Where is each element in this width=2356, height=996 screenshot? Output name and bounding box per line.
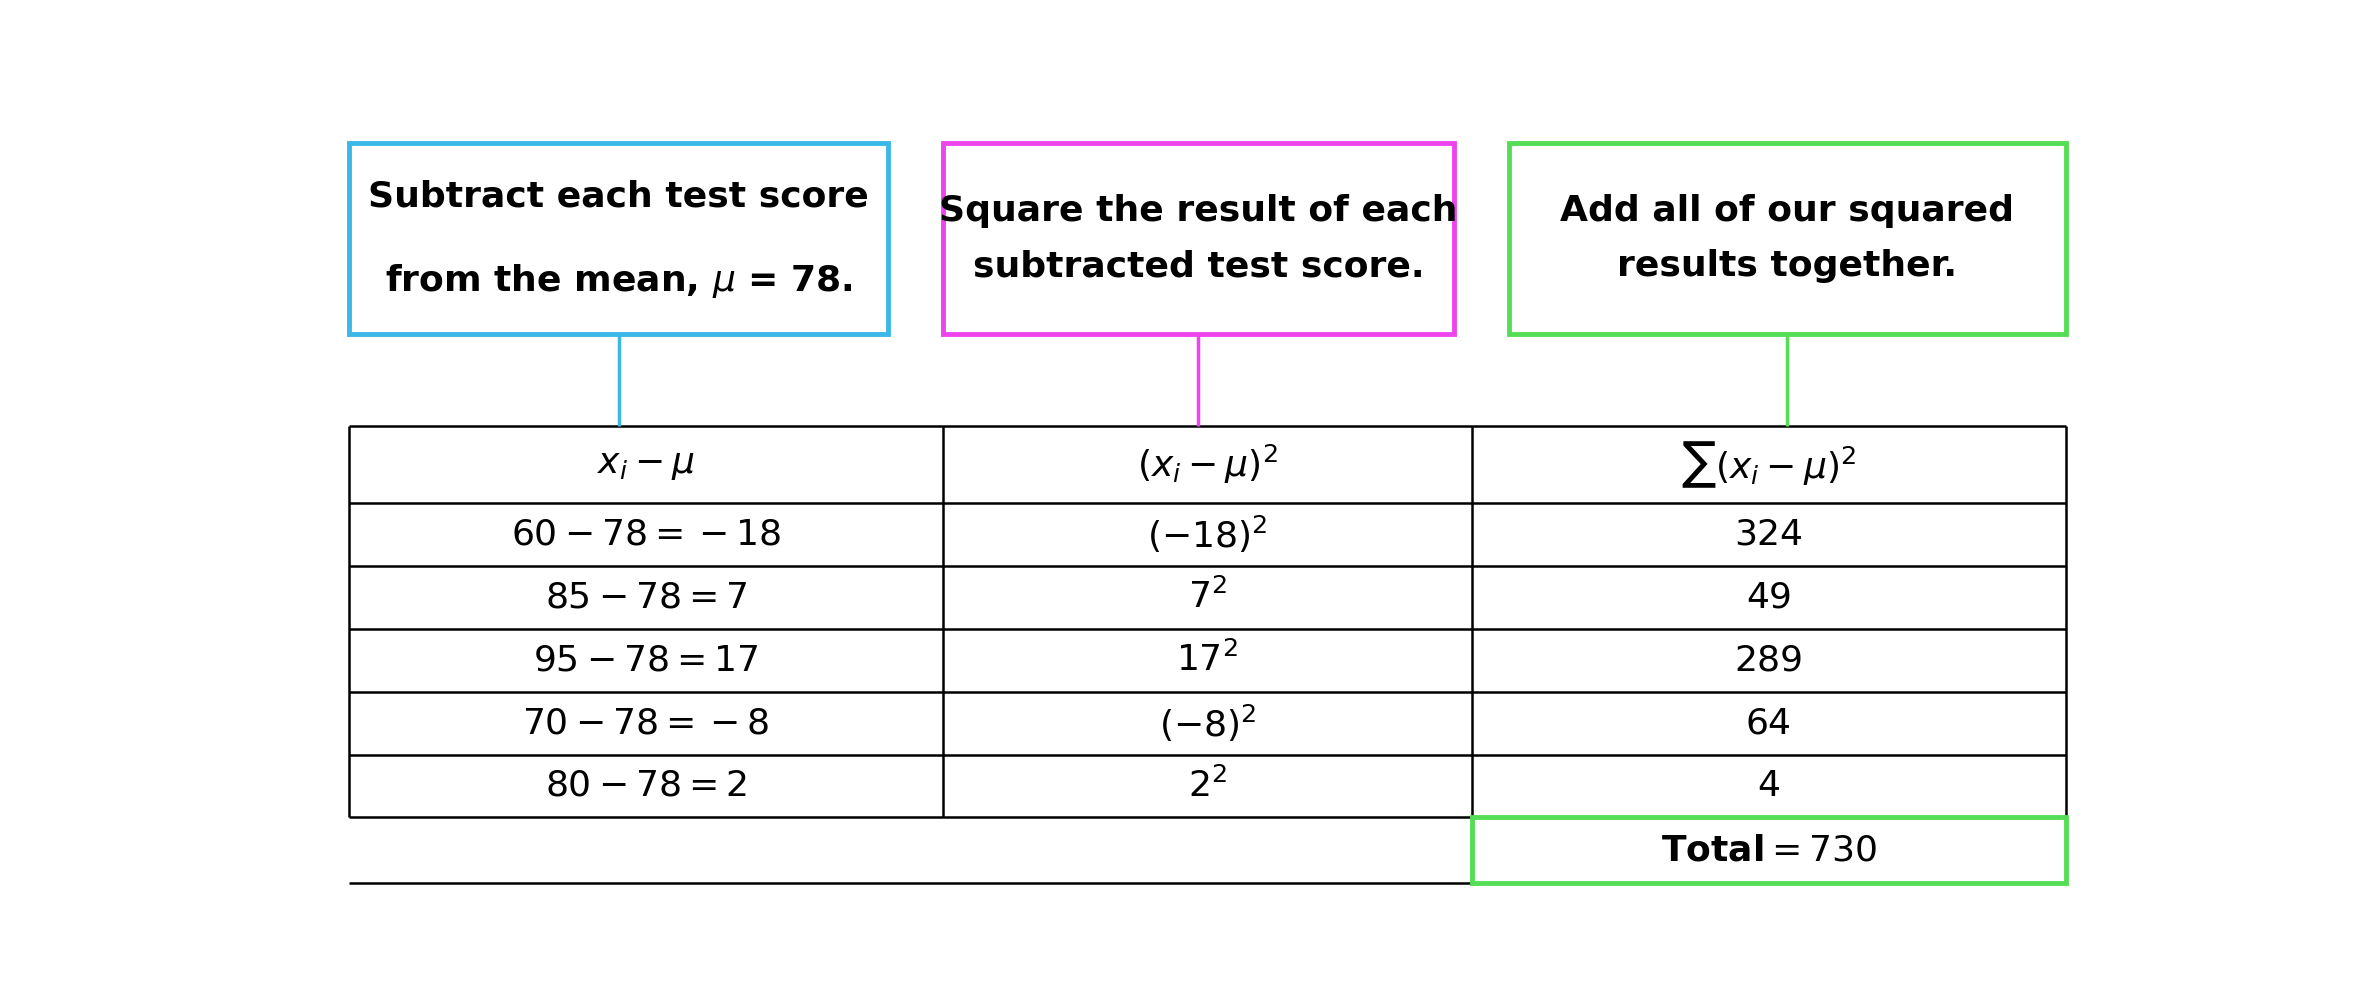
Text: $80 - 78 = 2$: $80 - 78 = 2$ — [544, 769, 747, 803]
Text: $70 - 78 = -8$: $70 - 78 = -8$ — [523, 706, 770, 740]
Text: from the mean, $\mu$ = 78.: from the mean, $\mu$ = 78. — [384, 262, 853, 300]
Text: 289: 289 — [1734, 643, 1802, 677]
Text: $\sum(x_i - \mu)^2$: $\sum(x_i - \mu)^2$ — [1682, 439, 1857, 490]
Text: 64: 64 — [1746, 706, 1793, 740]
FancyBboxPatch shape — [942, 142, 1454, 335]
Text: $x_i - \mu$: $x_i - \mu$ — [596, 447, 695, 482]
Text: $60 - 78 = -18$: $60 - 78 = -18$ — [511, 518, 782, 552]
FancyBboxPatch shape — [1472, 818, 2066, 882]
Text: $85 - 78 = 7$: $85 - 78 = 7$ — [544, 581, 747, 615]
Text: $95 - 78 = 17$: $95 - 78 = 17$ — [532, 643, 759, 677]
Text: Square the result of each
subtracted test score.: Square the result of each subtracted tes… — [940, 193, 1458, 283]
FancyBboxPatch shape — [1508, 142, 2066, 335]
Text: $7^2$: $7^2$ — [1187, 580, 1227, 616]
Text: 324: 324 — [1734, 518, 1802, 552]
Text: Subtract each test score: Subtract each test score — [368, 179, 869, 213]
Text: $2^2$: $2^2$ — [1187, 768, 1227, 804]
Text: 4: 4 — [1758, 769, 1781, 803]
FancyBboxPatch shape — [349, 142, 888, 335]
Text: 49: 49 — [1746, 581, 1793, 615]
Text: $(-8)^2$: $(-8)^2$ — [1159, 702, 1256, 744]
Text: Add all of our squared
results together.: Add all of our squared results together. — [1560, 193, 2014, 283]
Text: $(x_i - \mu)^2$: $(x_i - \mu)^2$ — [1138, 443, 1277, 486]
Text: $17^2$: $17^2$ — [1176, 642, 1239, 678]
Text: $(-18)^2$: $(-18)^2$ — [1147, 514, 1268, 555]
Text: $\mathbf{Total}$$=730$: $\mathbf{Total}$$=730$ — [1661, 833, 1878, 867]
